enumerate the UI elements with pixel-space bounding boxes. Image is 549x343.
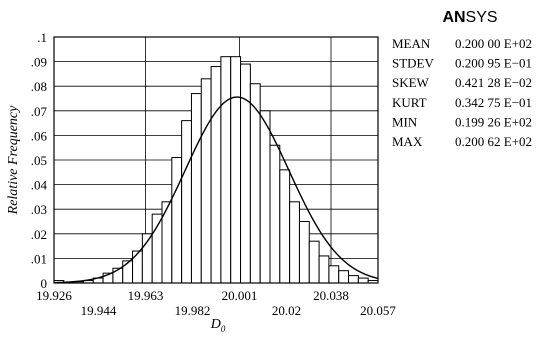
histogram-bar: [210, 66, 222, 284]
y-tick-label: .05: [31, 153, 47, 168]
stat-label: KURT: [392, 95, 427, 110]
histogram-bar: [220, 56, 232, 284]
y-axis-label: Relative Frequency: [6, 105, 21, 215]
x-axis-label-subscript: 0: [221, 324, 226, 334]
stat-label: MIN: [392, 114, 418, 129]
stat-value: 0.199 26 E+02: [455, 114, 532, 129]
stat-value: 0.200 00 E+02: [455, 36, 532, 51]
y-tick-label: .04: [31, 178, 48, 193]
histogram-bar: [259, 110, 271, 284]
x-tick-label: 20.02: [272, 303, 301, 318]
histogram-bar: [151, 213, 163, 284]
plot-frame: [53, 36, 379, 284]
brand-bold: AN: [442, 9, 465, 26]
x-tick-label: 19.926: [36, 288, 72, 303]
stat-label: SKEW: [392, 75, 430, 90]
y-tick-labels: 0 .01 .02 .03 .04 .05 .06 .07 .08 .09 .1: [31, 30, 48, 291]
histogram-bar: [230, 56, 242, 284]
y-tick-label: .1: [37, 30, 47, 45]
histogram-bar: [328, 265, 340, 284]
y-tick-label: .09: [31, 55, 47, 70]
histogram-bar: [269, 144, 281, 284]
histogram-bar: [200, 78, 212, 284]
stat-label: MAX: [392, 134, 423, 149]
normal-fit-curve: [53, 96, 379, 284]
x-axis-label-base: D: [210, 317, 221, 332]
stat-value: 0.421 28 E−02: [455, 75, 532, 90]
stat-value: 0.200 62 E+02: [455, 134, 532, 149]
y-tick-label: .07: [31, 104, 48, 119]
histogram-bar: [357, 277, 369, 284]
histogram-bar: [132, 250, 143, 284]
y-tick-label: .01: [31, 251, 47, 266]
x-tick-label: 20.057: [360, 303, 396, 318]
statistics-table: MEAN 0.200 00 E+02 STDEV 0.200 95 E−01 SKEW 0…: [392, 36, 532, 149]
x-axis-label: D0: [210, 317, 226, 334]
x-tick-label: 19.982: [175, 303, 211, 318]
bars-layer: [53, 56, 379, 284]
x-tick-labels: 19.926 19.963 20.001 20.038 19.944 19.982 20.0…: [36, 288, 396, 318]
histogram-bar: [171, 157, 183, 284]
ansys-logo-text: ANSYS: [442, 9, 497, 26]
y-tick-label: .06: [31, 128, 48, 143]
y-tick-label: .03: [31, 202, 47, 217]
histogram-bar: [190, 93, 202, 284]
x-tick-label: 20.038: [313, 288, 349, 303]
histogram-bar: [298, 221, 310, 284]
histogram-bar: [279, 169, 291, 284]
y-tick-label: .02: [31, 227, 47, 242]
y-tick-label: .08: [31, 79, 47, 94]
histogram-bar: [122, 260, 134, 284]
brand-rest: SYS: [466, 9, 498, 26]
histogram-bar: [348, 275, 359, 284]
x-tick-label: 20.001: [222, 288, 258, 303]
stat-label: STDEV: [392, 56, 435, 71]
x-tick-label: 19.944: [81, 303, 117, 318]
y-tick-label: 0: [41, 276, 48, 291]
stat-value: 0.200 95 E−01: [455, 56, 532, 71]
stat-value: 0.342 75 E−01: [455, 95, 532, 110]
histogram-bar: [181, 120, 192, 284]
x-tick-label: 19.963: [128, 288, 164, 303]
stat-label: MEAN: [392, 36, 431, 51]
histogram-bar: [289, 201, 300, 284]
histogram-bar: [338, 270, 350, 284]
histogram-bar: [240, 63, 251, 284]
histogram-bar: [318, 255, 330, 284]
histogram-bar: [308, 240, 320, 284]
